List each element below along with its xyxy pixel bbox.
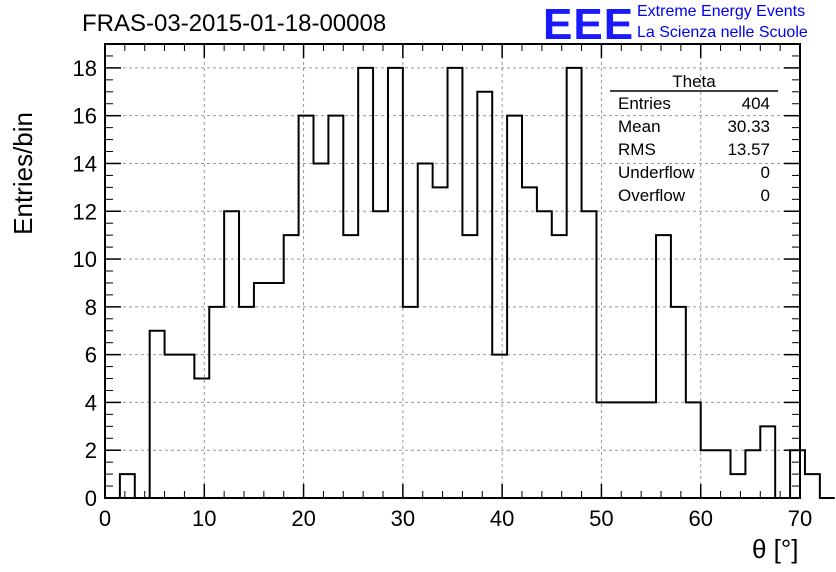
histogram-bin	[611, 402, 626, 498]
histogram-bin	[731, 474, 746, 498]
histogram-bin	[150, 331, 165, 498]
y-tick-label: 2	[85, 438, 97, 463]
stats-label: RMS	[618, 140, 656, 159]
y-tick-label: 0	[85, 486, 97, 511]
stats-row-rms: RMS 13.57	[618, 140, 770, 160]
stats-box-title: Theta	[672, 72, 716, 91]
histogram-bin	[194, 379, 209, 498]
axis-ticks	[104, 44, 801, 499]
histogram-bin	[418, 163, 433, 498]
tick-labels: 0 10 20 30 40 50 60 70 0 2 4 6 8 10 12 14 16 18	[73, 56, 813, 531]
stats-label: Mean	[618, 117, 661, 136]
histogram-bin	[343, 235, 358, 498]
y-tick-label: 16	[73, 104, 97, 129]
stats-value: 13.57	[727, 140, 770, 159]
x-axis-label: θ [°]	[752, 534, 799, 564]
x-tick-label: 30	[391, 506, 415, 531]
y-tick-label: 6	[85, 343, 97, 368]
histogram-bin	[284, 235, 299, 498]
stats-label: Underflow	[618, 163, 695, 182]
y-tick-label: 8	[85, 295, 97, 320]
x-tick-label: 60	[688, 506, 712, 531]
histogram-bin	[805, 474, 820, 498]
chart-title: FRAS-03-2015-01-18-00008	[82, 10, 387, 37]
histogram-bin	[269, 283, 284, 498]
stats-value: 0	[760, 163, 770, 182]
histogram-bin	[760, 426, 775, 498]
x-tick-label: 40	[490, 506, 514, 531]
histogram-bin	[477, 92, 492, 498]
histogram-bin	[582, 211, 597, 498]
stats-label: Overflow	[618, 186, 686, 205]
histogram-bin	[745, 450, 760, 498]
stats-value: 0	[760, 186, 770, 205]
y-tick-label: 10	[73, 247, 97, 272]
y-axis-label: Entries/bin	[8, 112, 38, 235]
x-tick-label: 0	[99, 506, 111, 531]
stats-label: Entries	[618, 94, 671, 113]
logo-line-2: La Scienza nelle Scuole	[637, 24, 808, 41]
x-tick-label: 50	[589, 506, 613, 531]
stats-value: 404	[741, 94, 770, 113]
histogram-bin	[358, 68, 373, 498]
stats-row-overflow: Overflow 0	[618, 186, 770, 206]
histogram-bin	[701, 450, 716, 498]
plot-frame	[104, 43, 801, 499]
histogram-bin	[656, 235, 671, 498]
histogram-bin	[120, 474, 135, 498]
eee-logo: EEE	[543, 0, 635, 49]
histogram-bin	[492, 355, 507, 498]
histogram-bin	[254, 283, 269, 498]
histogram-bin	[433, 187, 448, 498]
histogram-bin	[388, 68, 403, 498]
x-tick-label: 10	[192, 506, 216, 531]
stats-row-mean: Mean 30.33	[618, 117, 770, 137]
histogram-bin	[314, 163, 329, 498]
stats-row-underflow: Underflow 0	[618, 163, 770, 183]
histogram-bin	[448, 68, 463, 498]
histogram-bin	[716, 450, 731, 498]
x-tick-label: 20	[291, 506, 315, 531]
histogram-bin	[552, 235, 567, 498]
stats-row-entries: Entries 404	[618, 94, 770, 114]
stats-value: 30.33	[727, 117, 770, 136]
histogram-bin	[179, 355, 194, 498]
histogram-bin	[165, 355, 180, 498]
y-tick-label: 18	[73, 56, 97, 81]
histogram-bin	[462, 235, 477, 498]
y-tick-label: 4	[85, 390, 97, 415]
histogram-bin	[522, 187, 537, 498]
y-tick-label: 14	[73, 151, 97, 176]
logo-line-1: Extreme Energy Events	[637, 3, 806, 20]
histogram-bars	[105, 66, 835, 499]
x-tick-label: 70	[788, 506, 812, 531]
histogram-bin	[567, 68, 582, 498]
histogram-outline	[105, 66, 835, 499]
y-tick-label: 12	[73, 199, 97, 224]
